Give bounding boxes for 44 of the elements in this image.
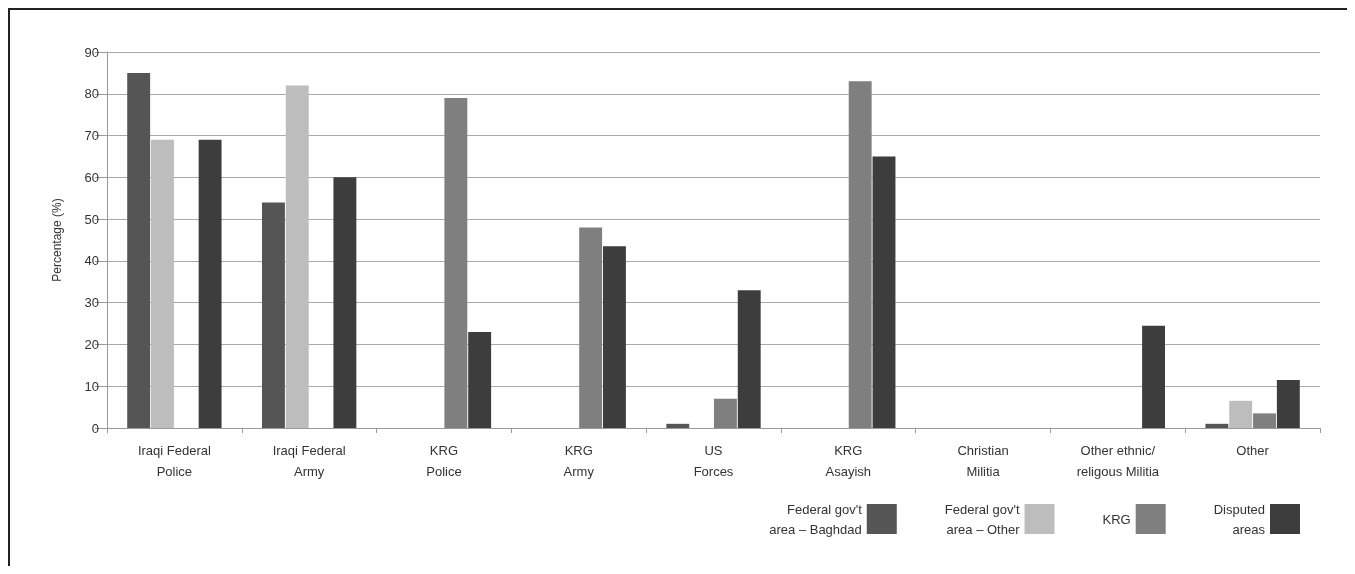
legend-label: KRG [1102,511,1131,527]
bar [1142,325,1166,428]
y-tick-label: 20 [84,336,99,352]
y-tick-label: 70 [84,128,99,144]
bar [737,290,761,428]
bar [1276,379,1300,428]
y-tick-label: 80 [84,86,99,102]
y-tick-label: 30 [84,295,99,311]
bar [713,398,737,428]
y-axis-title: Percentage (%) [50,198,64,282]
x-tick-label: Iraqi Federal Army [272,443,346,479]
y-tick-label: 60 [84,169,99,185]
bar [1229,400,1253,428]
bar [468,331,492,428]
x-tick-label: Other [1236,443,1270,458]
bar [1253,413,1276,428]
bar [151,139,174,428]
bar [444,97,468,428]
y-tick-label: 0 [91,420,99,436]
bar [872,156,896,428]
x-tick-label: Iraqi Federal Police [137,443,211,479]
bar [1205,423,1229,428]
y-tick-label: 10 [84,378,99,394]
bar [261,202,285,428]
x-tick-label: KRG Asayish [825,443,872,479]
legend-label: Federal gov't area – Baghdad [769,501,863,537]
bar [127,72,151,428]
bar [579,227,603,428]
legend-label: Disputed areas [1213,501,1266,537]
bar [285,85,309,428]
bar [848,81,872,428]
legend-label: Federal gov't area – Other [944,501,1021,537]
bar [333,177,357,428]
x-tick-label: KRG Police [426,443,462,479]
x-tick-label: Other ethnic/ religous Militia [1076,443,1160,479]
x-tick-label: KRG Army [563,443,595,479]
y-tick-label: 50 [84,211,99,227]
x-tick-label: US Forces [693,443,734,479]
bar [603,246,626,428]
y-tick-label: 90 [84,44,99,60]
bar [198,139,222,428]
y-tick-label: 40 [84,253,99,269]
x-tick-label: Christian Militia [957,443,1009,479]
bar [666,423,690,428]
